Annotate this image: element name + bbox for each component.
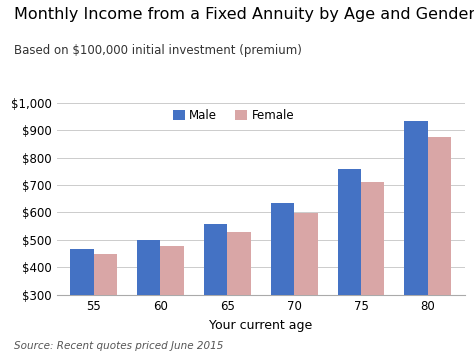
Bar bbox=[137, 240, 161, 355]
Bar bbox=[204, 224, 228, 355]
Bar bbox=[337, 169, 361, 355]
Bar bbox=[161, 246, 184, 355]
Text: Based on $100,000 initial investment (premium): Based on $100,000 initial investment (pr… bbox=[14, 44, 302, 58]
Bar bbox=[94, 253, 117, 355]
Text: Monthly Income from a Fixed Annuity by Age and Gender: Monthly Income from a Fixed Annuity by A… bbox=[14, 7, 474, 22]
X-axis label: Your current age: Your current age bbox=[209, 320, 312, 332]
Bar bbox=[361, 182, 384, 355]
Bar bbox=[428, 137, 451, 355]
Bar bbox=[70, 250, 94, 355]
Bar bbox=[271, 203, 294, 355]
Text: Source: Recent quotes priced June 2015: Source: Recent quotes priced June 2015 bbox=[14, 342, 224, 351]
Bar bbox=[404, 121, 428, 355]
Legend: Male, Female: Male, Female bbox=[173, 109, 294, 122]
Bar bbox=[294, 213, 318, 355]
Bar bbox=[228, 233, 251, 355]
